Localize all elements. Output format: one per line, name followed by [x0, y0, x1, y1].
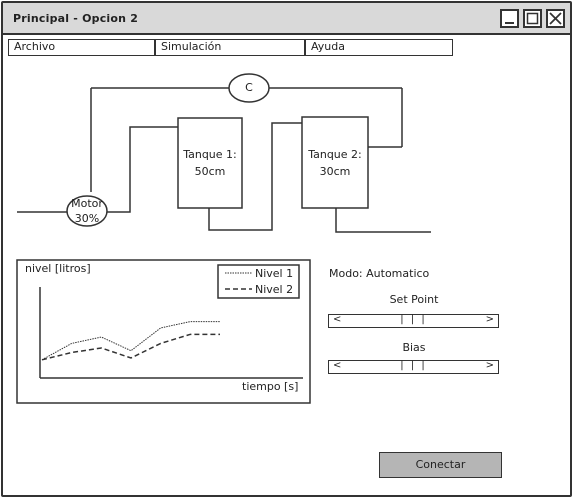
minimize-icon [505, 22, 514, 24]
title-bar: Principal - Opcion 2 [3, 3, 570, 35]
bias-label: Bias [402, 341, 426, 354]
menu-bar: Archivo Simulación Ayuda [8, 39, 453, 56]
maximize-icon [526, 12, 539, 25]
close-icon [549, 12, 562, 25]
tank-2-label: Tanque 2: 30cm [308, 148, 362, 178]
tank-2 [301, 116, 369, 209]
chevron-right-icon[interactable]: > [485, 360, 494, 371]
motor-node [66, 195, 108, 227]
controller-node [228, 73, 270, 103]
legend-label-nivel-1: Nivel 1 [255, 267, 293, 280]
chevron-left-icon[interactable]: < [333, 360, 342, 371]
controller-label: C [245, 81, 253, 94]
pipe-motor-tank1 [107, 126, 178, 213]
menu-simulacion[interactable]: Simulación [155, 39, 305, 56]
tank-1 [177, 117, 243, 209]
close-button[interactable] [546, 9, 565, 28]
setpoint-slider[interactable]: < | | | > [328, 314, 499, 328]
pipe-tank1-tank2 [208, 122, 302, 231]
y-axis-label: nivel [litros] [25, 262, 91, 275]
menu-ayuda[interactable]: Ayuda [305, 39, 453, 56]
setpoint-label: Set Point [389, 293, 439, 306]
motor-label: Motor 30% [71, 197, 103, 225]
slider-thumb[interactable]: | | | [400, 314, 427, 325]
menu-archivo[interactable]: Archivo [8, 39, 155, 56]
tank-1-label: Tanque 1: 50cm [183, 148, 237, 178]
mode-label: Modo: Automatico [329, 267, 430, 280]
connect-button[interactable]: Conectar [379, 452, 502, 478]
series-line-1 [41, 321, 220, 361]
slider-thumb[interactable]: | | | [400, 360, 427, 371]
bias-slider[interactable]: < | | | > [328, 360, 499, 374]
chevron-right-icon[interactable]: > [485, 314, 494, 325]
maximize-button[interactable] [523, 9, 542, 28]
legend-label-nivel-2: Nivel 2 [255, 283, 293, 296]
minimize-button[interactable] [500, 9, 519, 28]
window-title: Principal - Opcion 2 [13, 12, 139, 25]
series-line-2 [41, 333, 220, 361]
outlet-pipe [335, 208, 431, 233]
x-axis-label: tiempo [s] [242, 380, 298, 393]
chevron-left-icon[interactable]: < [333, 314, 342, 325]
chart-legend [217, 264, 300, 299]
